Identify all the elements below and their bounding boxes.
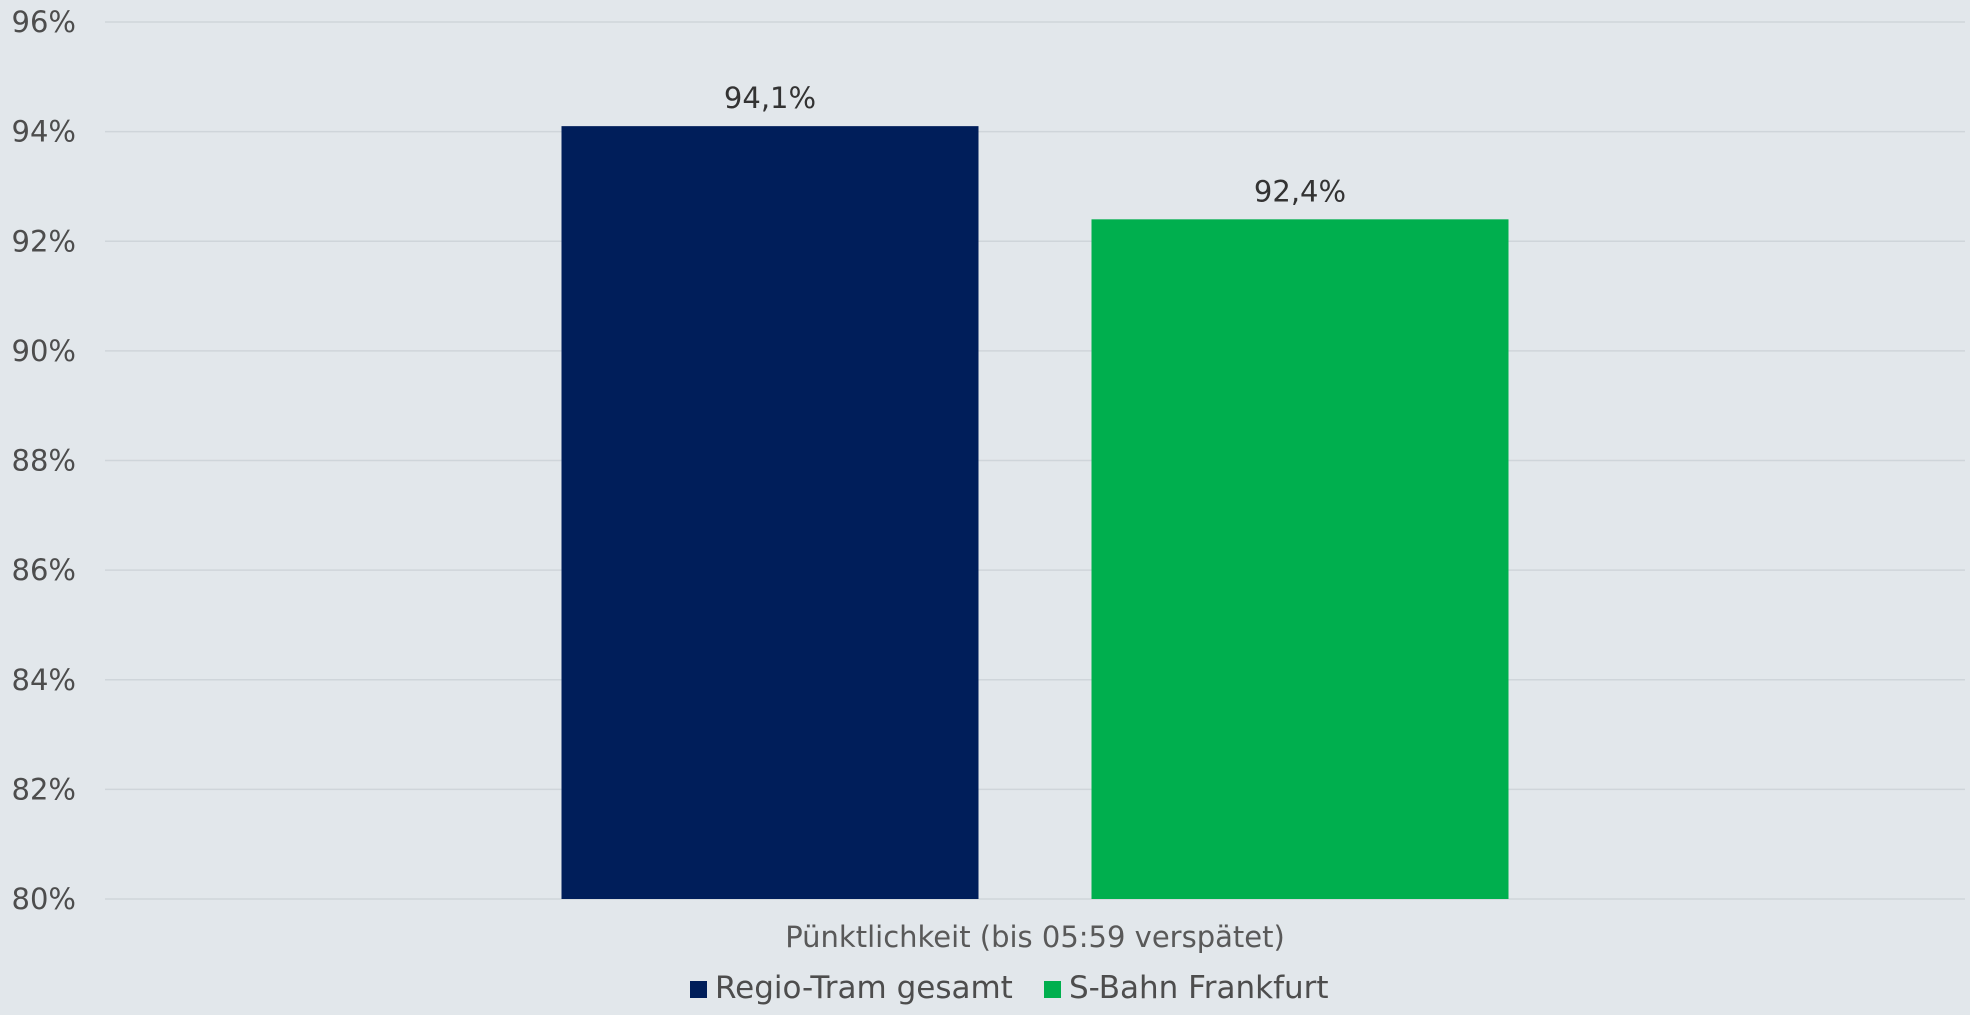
data-label: 94,1% bbox=[724, 81, 816, 115]
legend-label: S-Bahn Frankfurt bbox=[1069, 970, 1329, 1006]
bar-s-bahn bbox=[1091, 219, 1509, 899]
gridlines bbox=[105, 21, 1965, 900]
y-tick-label: 92% bbox=[12, 224, 76, 258]
y-tick-label: 96% bbox=[12, 5, 76, 39]
y-tick-label: 94% bbox=[12, 115, 76, 149]
legend: Regio-Tram gesamt S-Bahn Frankfurt bbox=[690, 970, 1329, 1006]
x-axis: Pünktlichkeit (bis 05:59 verspätet) bbox=[785, 920, 1285, 954]
legend-label: Regio-Tram gesamt bbox=[715, 970, 1013, 1006]
bars bbox=[561, 126, 1509, 900]
data-label: 92,4% bbox=[1254, 174, 1346, 208]
data-labels: 94,1% 92,4% bbox=[724, 81, 1346, 208]
x-category-label: Pünktlichkeit (bis 05:59 verspätet) bbox=[785, 920, 1285, 954]
y-tick-label: 82% bbox=[12, 772, 76, 806]
legend-swatch bbox=[1044, 981, 1061, 998]
y-tick-label: 88% bbox=[12, 444, 76, 478]
y-tick-label: 80% bbox=[12, 882, 76, 916]
bar-regio-tram bbox=[561, 126, 979, 900]
y-axis: 80% 82% 84% 86% 88% 90% 92% 94% 96% bbox=[12, 5, 76, 916]
y-tick-label: 90% bbox=[12, 334, 76, 368]
y-tick-label: 86% bbox=[12, 553, 76, 587]
legend-swatch bbox=[690, 981, 707, 998]
y-tick-label: 84% bbox=[12, 663, 76, 697]
